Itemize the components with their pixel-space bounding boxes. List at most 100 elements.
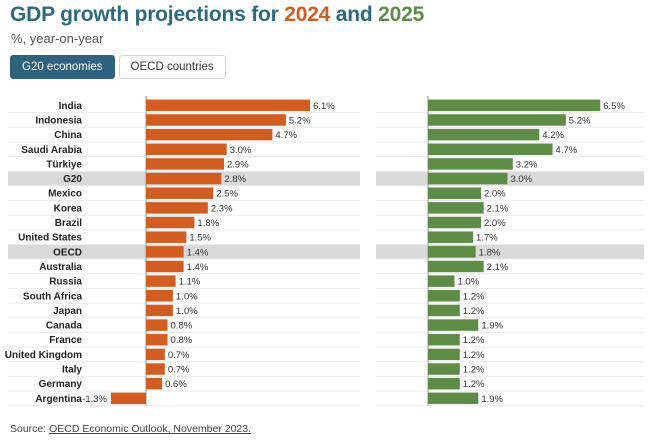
data-label-2024: 0.8% — [171, 335, 193, 346]
chart-subtitle: %, year-on-year — [11, 31, 104, 46]
category-label: Argentina — [35, 394, 82, 405]
data-label-2024: 4.7% — [275, 130, 297, 141]
data-label-2024: 2.8% — [224, 174, 246, 185]
data-label-2025: 2.0% — [484, 218, 506, 229]
data-label-2024: 1.8% — [197, 218, 219, 229]
bar-2024 — [146, 275, 176, 287]
category-label: China — [54, 130, 82, 141]
data-label-2025: 1.2% — [463, 350, 485, 361]
data-label-2025: 4.7% — [556, 145, 578, 156]
bar-2025 — [428, 99, 601, 112]
data-label-2025: 5.2% — [569, 115, 591, 126]
category-label: Italy — [62, 365, 82, 376]
bar-2025 — [428, 231, 474, 243]
bar-2024 — [146, 319, 168, 331]
category-label: Germany — [39, 379, 83, 390]
bar-2025 — [428, 363, 460, 375]
category-label: Russia — [49, 277, 82, 288]
bar-2025 — [428, 202, 484, 214]
category-label: Türkiye — [46, 159, 82, 170]
bar-2024 — [146, 260, 184, 273]
data-label-2024: 1.1% — [179, 277, 201, 288]
category-label: South Africa — [23, 291, 83, 302]
bar-2025 — [428, 187, 481, 199]
data-label-2025: 1.9% — [481, 394, 503, 405]
bar-2025 — [428, 158, 513, 170]
title-year-2024: 2024 — [284, 3, 331, 26]
data-label-2025: 1.7% — [476, 233, 498, 244]
category-label: United Kingdom — [5, 350, 82, 361]
category-label: United States — [18, 233, 82, 244]
bar-2024 — [146, 202, 208, 214]
title-prefix: GDP growth projections for — [10, 3, 285, 26]
data-label-2025: 3.0% — [511, 174, 533, 185]
data-label-2024: 1.0% — [176, 291, 198, 302]
bar-2024 — [146, 377, 163, 390]
source-link[interactable]: OECD Economic Outlook, November 2023. — [49, 423, 252, 435]
bar-2024 — [111, 392, 146, 405]
bar-2025 — [428, 348, 460, 361]
bar-2025 — [428, 290, 460, 302]
data-label-2025: 2.1% — [487, 262, 509, 273]
bar-2025 — [428, 319, 479, 331]
bar-2024 — [146, 143, 227, 156]
data-label-2024: 3.0% — [230, 145, 252, 156]
bar-2024 — [146, 114, 286, 126]
data-label-2025: 1.2% — [463, 379, 485, 390]
bar-2025 — [428, 172, 508, 185]
category-label: Mexico — [48, 189, 82, 200]
bar-2024 — [146, 304, 173, 317]
data-label-2024: 1.0% — [176, 306, 198, 317]
tab-oecd-countries[interactable]: OECD countries — [118, 55, 226, 79]
data-label-2025: 2.0% — [484, 189, 506, 200]
bar-2025 — [428, 128, 540, 141]
data-label-2025: 1.2% — [463, 291, 485, 302]
bar-2025 — [428, 333, 460, 346]
category-label: Brazil — [55, 218, 82, 229]
bar-2025 — [428, 377, 460, 390]
data-label-2025: 4.2% — [542, 130, 564, 141]
source-note: Source: OECD Economic Outlook, November … — [10, 423, 251, 435]
data-label-2025: 1.9% — [481, 321, 503, 332]
category-label: Korea — [54, 203, 83, 214]
category-label: Canada — [46, 321, 83, 332]
bar-2024 — [146, 99, 311, 112]
chart-title: GDP growth projections for 2024 and 2025 — [10, 3, 424, 27]
bar-2025 — [428, 143, 553, 156]
bar-2024 — [146, 348, 165, 361]
bar-2025 — [428, 216, 481, 229]
data-label-2025: 3.2% — [516, 159, 538, 170]
tab-g20-economies[interactable]: G20 economies — [10, 55, 115, 79]
bar-2025 — [428, 304, 460, 317]
title-year-2025: 2025 — [378, 3, 425, 26]
bar-2024 — [146, 128, 273, 141]
data-label-2024: 1.4% — [187, 262, 209, 273]
category-label: Saudi Arabia — [21, 145, 82, 156]
bar-2024 — [146, 363, 165, 375]
highlight-row-2024 — [8, 245, 360, 259]
category-label: G20 — [63, 174, 82, 185]
category-label: Australia — [39, 262, 82, 273]
data-label-2024: 0.7% — [168, 365, 190, 376]
category-label: OECD — [53, 247, 82, 258]
category-label: Indonesia — [35, 115, 82, 126]
data-label-2024: 6.1% — [313, 101, 335, 112]
category-label: Japan — [53, 306, 82, 317]
data-label-2024: 2.9% — [227, 159, 249, 170]
bar-2025 — [428, 114, 566, 126]
data-label-2024: 2.3% — [211, 203, 233, 214]
highlight-row-2025 — [376, 245, 644, 259]
data-label-2025: 1.8% — [479, 247, 501, 258]
bar-2024 — [146, 290, 173, 302]
data-label-2025: 1.2% — [463, 365, 485, 376]
data-label-2025: 6.5% — [603, 101, 625, 112]
category-label: France — [49, 335, 82, 346]
data-label-2024: -1.3% — [82, 394, 107, 405]
data-label-2024: 1.4% — [187, 247, 209, 258]
data-label-2025: 2.1% — [487, 203, 509, 214]
data-label-2025: 1.0% — [458, 277, 480, 288]
data-label-2025: 1.2% — [463, 335, 485, 346]
data-label-2024: 2.5% — [216, 189, 238, 200]
bar-2025 — [428, 392, 479, 405]
bar-2025 — [428, 275, 455, 287]
